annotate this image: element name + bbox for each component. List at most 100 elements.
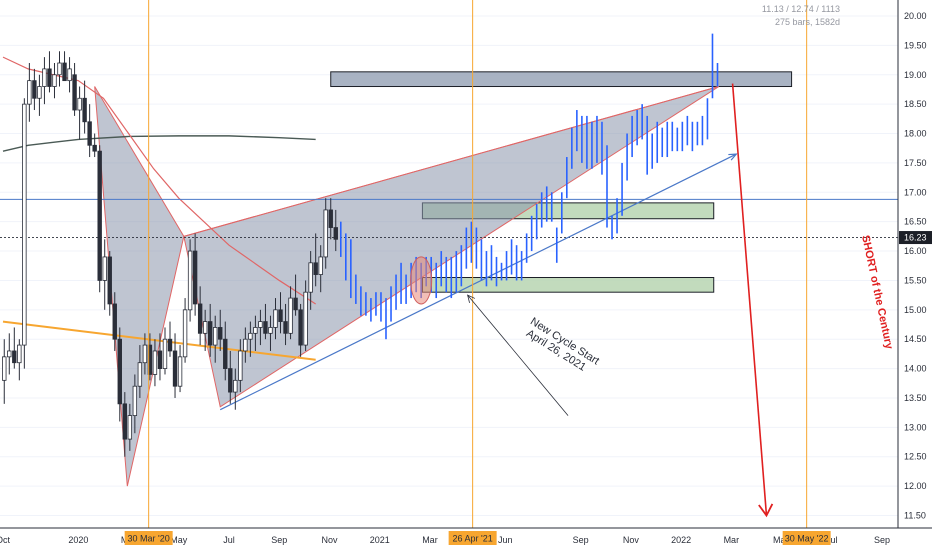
candle-body-28 (142, 344, 148, 364)
candle-body-63 (318, 256, 323, 275)
short-arrowhead (758, 503, 774, 518)
y-tick-label-8: 15.50 (904, 275, 927, 285)
y-tick-label-14: 18.50 (904, 99, 927, 109)
x-tick-label-10: Jun (498, 535, 513, 545)
pointer-arrow-line (467, 294, 569, 416)
candle-body-48 (243, 338, 248, 352)
candle-body-43 (218, 327, 223, 340)
x-tick-label-16: Jul (826, 535, 838, 545)
candle-body-14 (72, 74, 77, 111)
candle-body-44 (223, 338, 228, 369)
candle-body-26 (132, 385, 138, 417)
candle-body-3 (17, 344, 22, 364)
x-tick-label-7: 2021 (370, 535, 390, 545)
candle-body-5 (27, 80, 32, 105)
y-tick-label-0: 11.50 (904, 511, 926, 521)
candle-body-0 (2, 356, 7, 381)
candle-body-34 (172, 350, 178, 387)
candle-body-51 (258, 321, 263, 328)
marker-label-box-0 (124, 531, 173, 545)
candle-body-8 (42, 68, 47, 87)
short-arrow-line (731, 83, 768, 516)
support-arrowhead (728, 153, 738, 161)
price-label-box (899, 231, 932, 245)
measure-info-line-1: 275 bars, 1582d (775, 17, 840, 27)
candle-body-12 (62, 62, 67, 82)
candle-body-7 (37, 86, 42, 99)
candle-body-22 (112, 303, 117, 340)
y-tick-label-15: 19.00 (904, 70, 927, 80)
candle-body-33 (167, 338, 173, 352)
candle-body-38 (192, 250, 198, 305)
candle-body-16 (82, 97, 87, 123)
candle-body-9 (47, 68, 52, 87)
x-tick-label-14: Mar (724, 535, 740, 545)
y-tick-label-17: 20.00 (904, 11, 927, 21)
orange-trend-line (2, 320, 316, 361)
x-tick-label-8: Mar (422, 535, 438, 545)
candle-body-19 (97, 150, 102, 281)
candle-body-58 (293, 297, 298, 311)
candle-body-42 (213, 327, 218, 346)
x-tick-label-11: Sep (573, 535, 589, 545)
candle-body-55 (278, 309, 283, 322)
candle-body-54 (273, 309, 278, 328)
x-tick-label-0: Oct (0, 535, 10, 545)
x-tick-label-15: May (773, 535, 791, 545)
candle-body-66 (333, 227, 338, 240)
candle-body-46 (233, 379, 238, 393)
candle-body-6 (32, 80, 37, 99)
candle-body-21 (107, 256, 112, 305)
marker-label-box-2 (782, 531, 831, 545)
y-tick-label-11: 17.00 (904, 187, 927, 197)
x-tick-label-1: 2020 (68, 535, 88, 545)
y-tick-label-5: 14.00 (904, 364, 927, 374)
y-tick-label-16: 19.50 (904, 40, 927, 50)
candle-body-56 (283, 321, 288, 334)
candle-body-15 (77, 97, 82, 111)
candle-body-49 (248, 332, 253, 340)
candle-body-62 (313, 262, 318, 275)
candle-body-20 (102, 256, 107, 281)
candle-body-40 (202, 321, 208, 334)
pattern-line-bd (183, 86, 719, 237)
x-tick-label-4: Jul (223, 535, 235, 545)
y-tick-label-3: 13.00 (904, 422, 927, 432)
candle-body-24 (122, 403, 128, 440)
x-tick-label-6: Nov (321, 535, 338, 545)
x-tick-label-17: Sep (874, 535, 890, 545)
measure-info-line-0: 11.13 / 12.74 / 1113 (762, 4, 840, 14)
zone-lower-green (421, 277, 715, 293)
y-tick-label-2: 12.50 (904, 452, 927, 462)
marker-label-box-1 (448, 531, 497, 545)
x-tick-label-13: 2022 (671, 535, 691, 545)
y-tick-label-1: 12.00 (904, 481, 927, 491)
candle-body-47 (238, 350, 243, 381)
y-tick-label-9: 16.00 (904, 246, 927, 256)
y-axis-background (898, 0, 932, 550)
marker-label-0: 30 Mar '20 (128, 534, 170, 544)
candle-body-25 (127, 415, 133, 440)
candle-body-31 (157, 350, 163, 369)
candle-body-45 (228, 368, 233, 393)
candle-body-57 (288, 297, 293, 334)
pointer-arrowhead (467, 294, 476, 303)
candle-body-18 (92, 144, 97, 152)
candle-body-17 (87, 121, 92, 146)
candle-body-13 (67, 68, 72, 82)
candle-body-41 (207, 321, 213, 346)
x-tick-label-5: Sep (271, 535, 287, 545)
candle-body-64 (323, 209, 328, 258)
candle-body-35 (177, 356, 183, 387)
marker-label-2: 30 May '22 (785, 534, 829, 544)
y-tick-label-13: 18.00 (904, 129, 927, 139)
zone-resistance (330, 71, 793, 88)
candle-body-11 (57, 62, 62, 76)
y-tick-label-7: 15.00 (904, 305, 927, 315)
y-tick-label-12: 17.50 (904, 158, 927, 168)
candle-body-23 (117, 338, 122, 405)
sma-black-line (2, 135, 316, 152)
x-tick-label-3: May (170, 535, 188, 545)
candle-body-30 (152, 350, 158, 375)
